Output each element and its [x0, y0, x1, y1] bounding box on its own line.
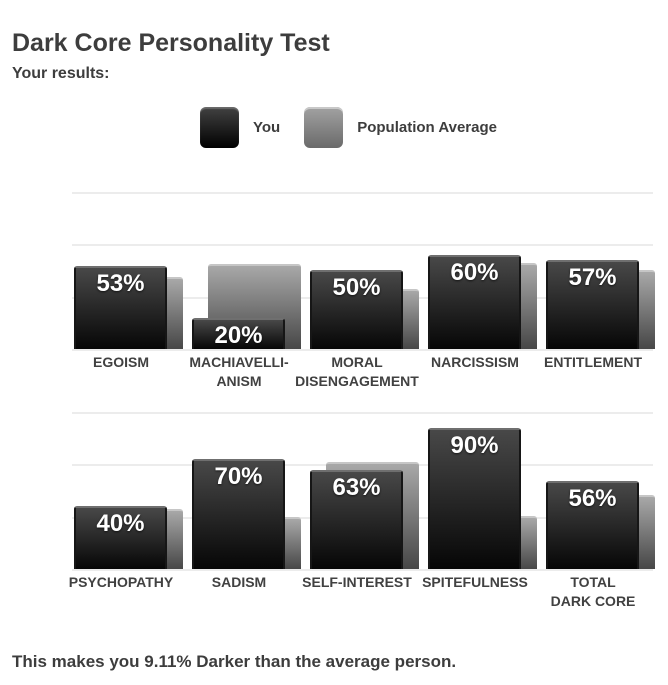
chart-row-1: 53% EGOISM 20% MACHIAVELLI- ANISM 50% MORAL DIS…: [72, 192, 655, 397]
gridline: [72, 569, 653, 571]
you-bar: 40%: [74, 506, 167, 569]
results-heading: Your results:: [12, 65, 110, 82]
category-label: ENTITLEMENT: [544, 354, 642, 370]
you-bar: 20%: [192, 318, 285, 349]
you-bar: 60%: [428, 255, 521, 349]
you-value-label: 70%: [214, 463, 263, 490]
gridline: [72, 192, 653, 194]
legend-population-average-swatch: [304, 107, 344, 148]
category-label: PSYCHOPATHY: [68, 574, 174, 590]
you-bar: 90%: [428, 428, 521, 569]
you-bar: 57%: [546, 260, 639, 349]
you-bar: 50%: [310, 270, 403, 349]
you-value-label: 50%: [332, 274, 381, 301]
you-bar: 70%: [192, 459, 285, 569]
you-value-label: 60%: [450, 259, 499, 286]
you-value-label: 40%: [96, 510, 145, 537]
legend-population-average-label: Population Average: [357, 119, 497, 136]
you-value-label: 53%: [96, 270, 145, 297]
you-value-label: 56%: [568, 485, 617, 512]
you-bar: 63%: [310, 470, 403, 569]
chart-legend: You Population Average: [200, 107, 497, 148]
gridline: [72, 244, 653, 246]
darker-than-average-text: This makes you 9.11% Darker than the ave…: [12, 652, 457, 671]
legend-you-label: You: [253, 119, 281, 136]
category-label: SADISM: [211, 574, 267, 590]
category-label: SPITEFULNESS: [422, 574, 528, 590]
category-label: SELF-INTEREST: [302, 574, 412, 590]
chart-row-2: 40% PSYCHOPATHY 70% SADISM 63% SELF-INTEREST 9…: [69, 412, 655, 617]
you-value-label: 63%: [332, 474, 381, 501]
category-label: MORAL DISENGAGEMENT: [295, 354, 419, 389]
you-bar: 53%: [74, 266, 167, 349]
category-label: EGOISM: [92, 354, 149, 370]
gridline: [72, 412, 653, 414]
page-title: Dark Core Personality Test: [12, 28, 330, 57]
gridline: [72, 349, 653, 351]
legend-you-swatch: [200, 107, 239, 148]
you-value-label: 90%: [450, 432, 499, 459]
you-value-label: 20%: [214, 322, 263, 349]
you-bar: 56%: [546, 481, 639, 569]
category-label: NARCISSISM: [431, 354, 519, 370]
you-value-label: 57%: [568, 264, 617, 291]
category-label: TOTAL DARK CORE: [550, 574, 636, 609]
category-label: MACHIAVELLI- ANISM: [189, 354, 289, 389]
